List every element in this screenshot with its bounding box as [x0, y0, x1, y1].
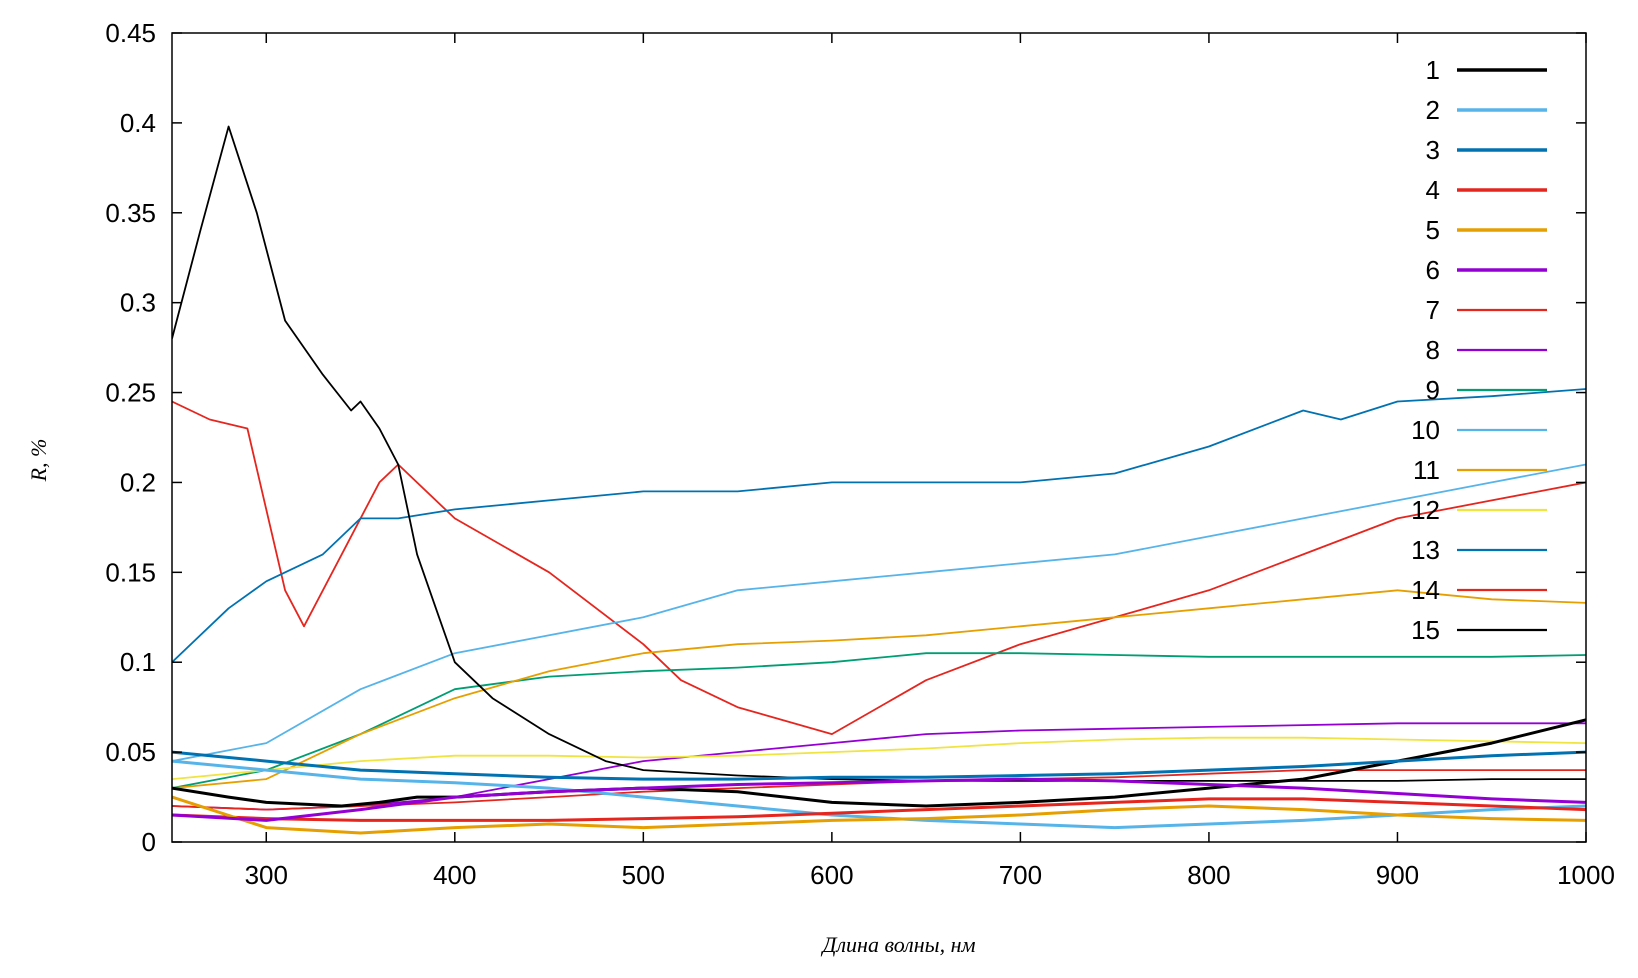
legend-label-11: 11 [1413, 455, 1440, 485]
series-15-line [172, 125, 1586, 782]
y-tick-label: 0.3 [120, 288, 156, 318]
y-tick-label: 0.05 [105, 737, 156, 767]
series-12-line [172, 736, 1586, 780]
y-tick-label: 0.25 [105, 378, 156, 408]
x-tick-label: 500 [622, 860, 665, 890]
legend-label-6: 6 [1426, 255, 1440, 285]
axes-layer: 300 400 500 600 700 800 900 1000 0 0.05 0.1 0.15 0.2… [105, 18, 1615, 890]
legend-label-14: 14 [1411, 575, 1440, 605]
legend-label-7: 7 [1426, 295, 1440, 325]
legend-label-10: 10 [1411, 415, 1440, 445]
y-tick-label: 0.4 [120, 108, 156, 138]
y-tick-label: 0.2 [120, 467, 156, 497]
x-tick-label: 600 [810, 860, 853, 890]
x-tick-label: 1000 [1557, 860, 1615, 890]
legend-label-8: 8 [1426, 335, 1440, 365]
series-8-line [172, 722, 1586, 811]
legend-label-15: 15 [1411, 615, 1440, 645]
legend-label-1: 1 [1426, 55, 1440, 85]
series-4-line [172, 797, 1586, 822]
y-axis-label: R, % [26, 439, 51, 483]
legend-label-13: 13 [1411, 535, 1440, 565]
series-11-line [172, 589, 1586, 789]
series-13-line [172, 388, 1586, 663]
legend-label-5: 5 [1426, 215, 1440, 245]
legend-label-12: 12 [1411, 495, 1440, 525]
legend-label-2: 2 [1426, 95, 1440, 125]
series-layer [172, 125, 1586, 835]
x-tick-label: 900 [1376, 860, 1419, 890]
legend-label-4: 4 [1426, 175, 1440, 205]
series-2-line [172, 759, 1586, 830]
x-tick-label: 800 [1187, 860, 1230, 890]
x-tick-label: 400 [433, 860, 476, 890]
x-axis-label: Длина волны, нм [820, 932, 975, 957]
x-tick-label: 700 [999, 860, 1042, 890]
y-tick-label: 0.45 [105, 18, 156, 48]
y-tick-label: 0 [142, 827, 156, 857]
series-6-line [172, 777, 1586, 822]
series-10-line [172, 463, 1586, 762]
x-tick-label: 300 [245, 860, 288, 890]
y-tick-label: 0.1 [120, 647, 156, 677]
y-tick-label: 0.35 [105, 198, 156, 228]
series-7-line [172, 400, 1586, 735]
legend-label-3: 3 [1426, 135, 1440, 165]
plot-frame [171, 32, 1587, 843]
series-9-line [172, 652, 1586, 789]
series-3-line [172, 750, 1586, 781]
y-tick-label: 0.15 [105, 557, 156, 587]
legend-label-9: 9 [1426, 375, 1440, 405]
series-5-line [172, 795, 1586, 835]
series-1-line [172, 718, 1586, 808]
